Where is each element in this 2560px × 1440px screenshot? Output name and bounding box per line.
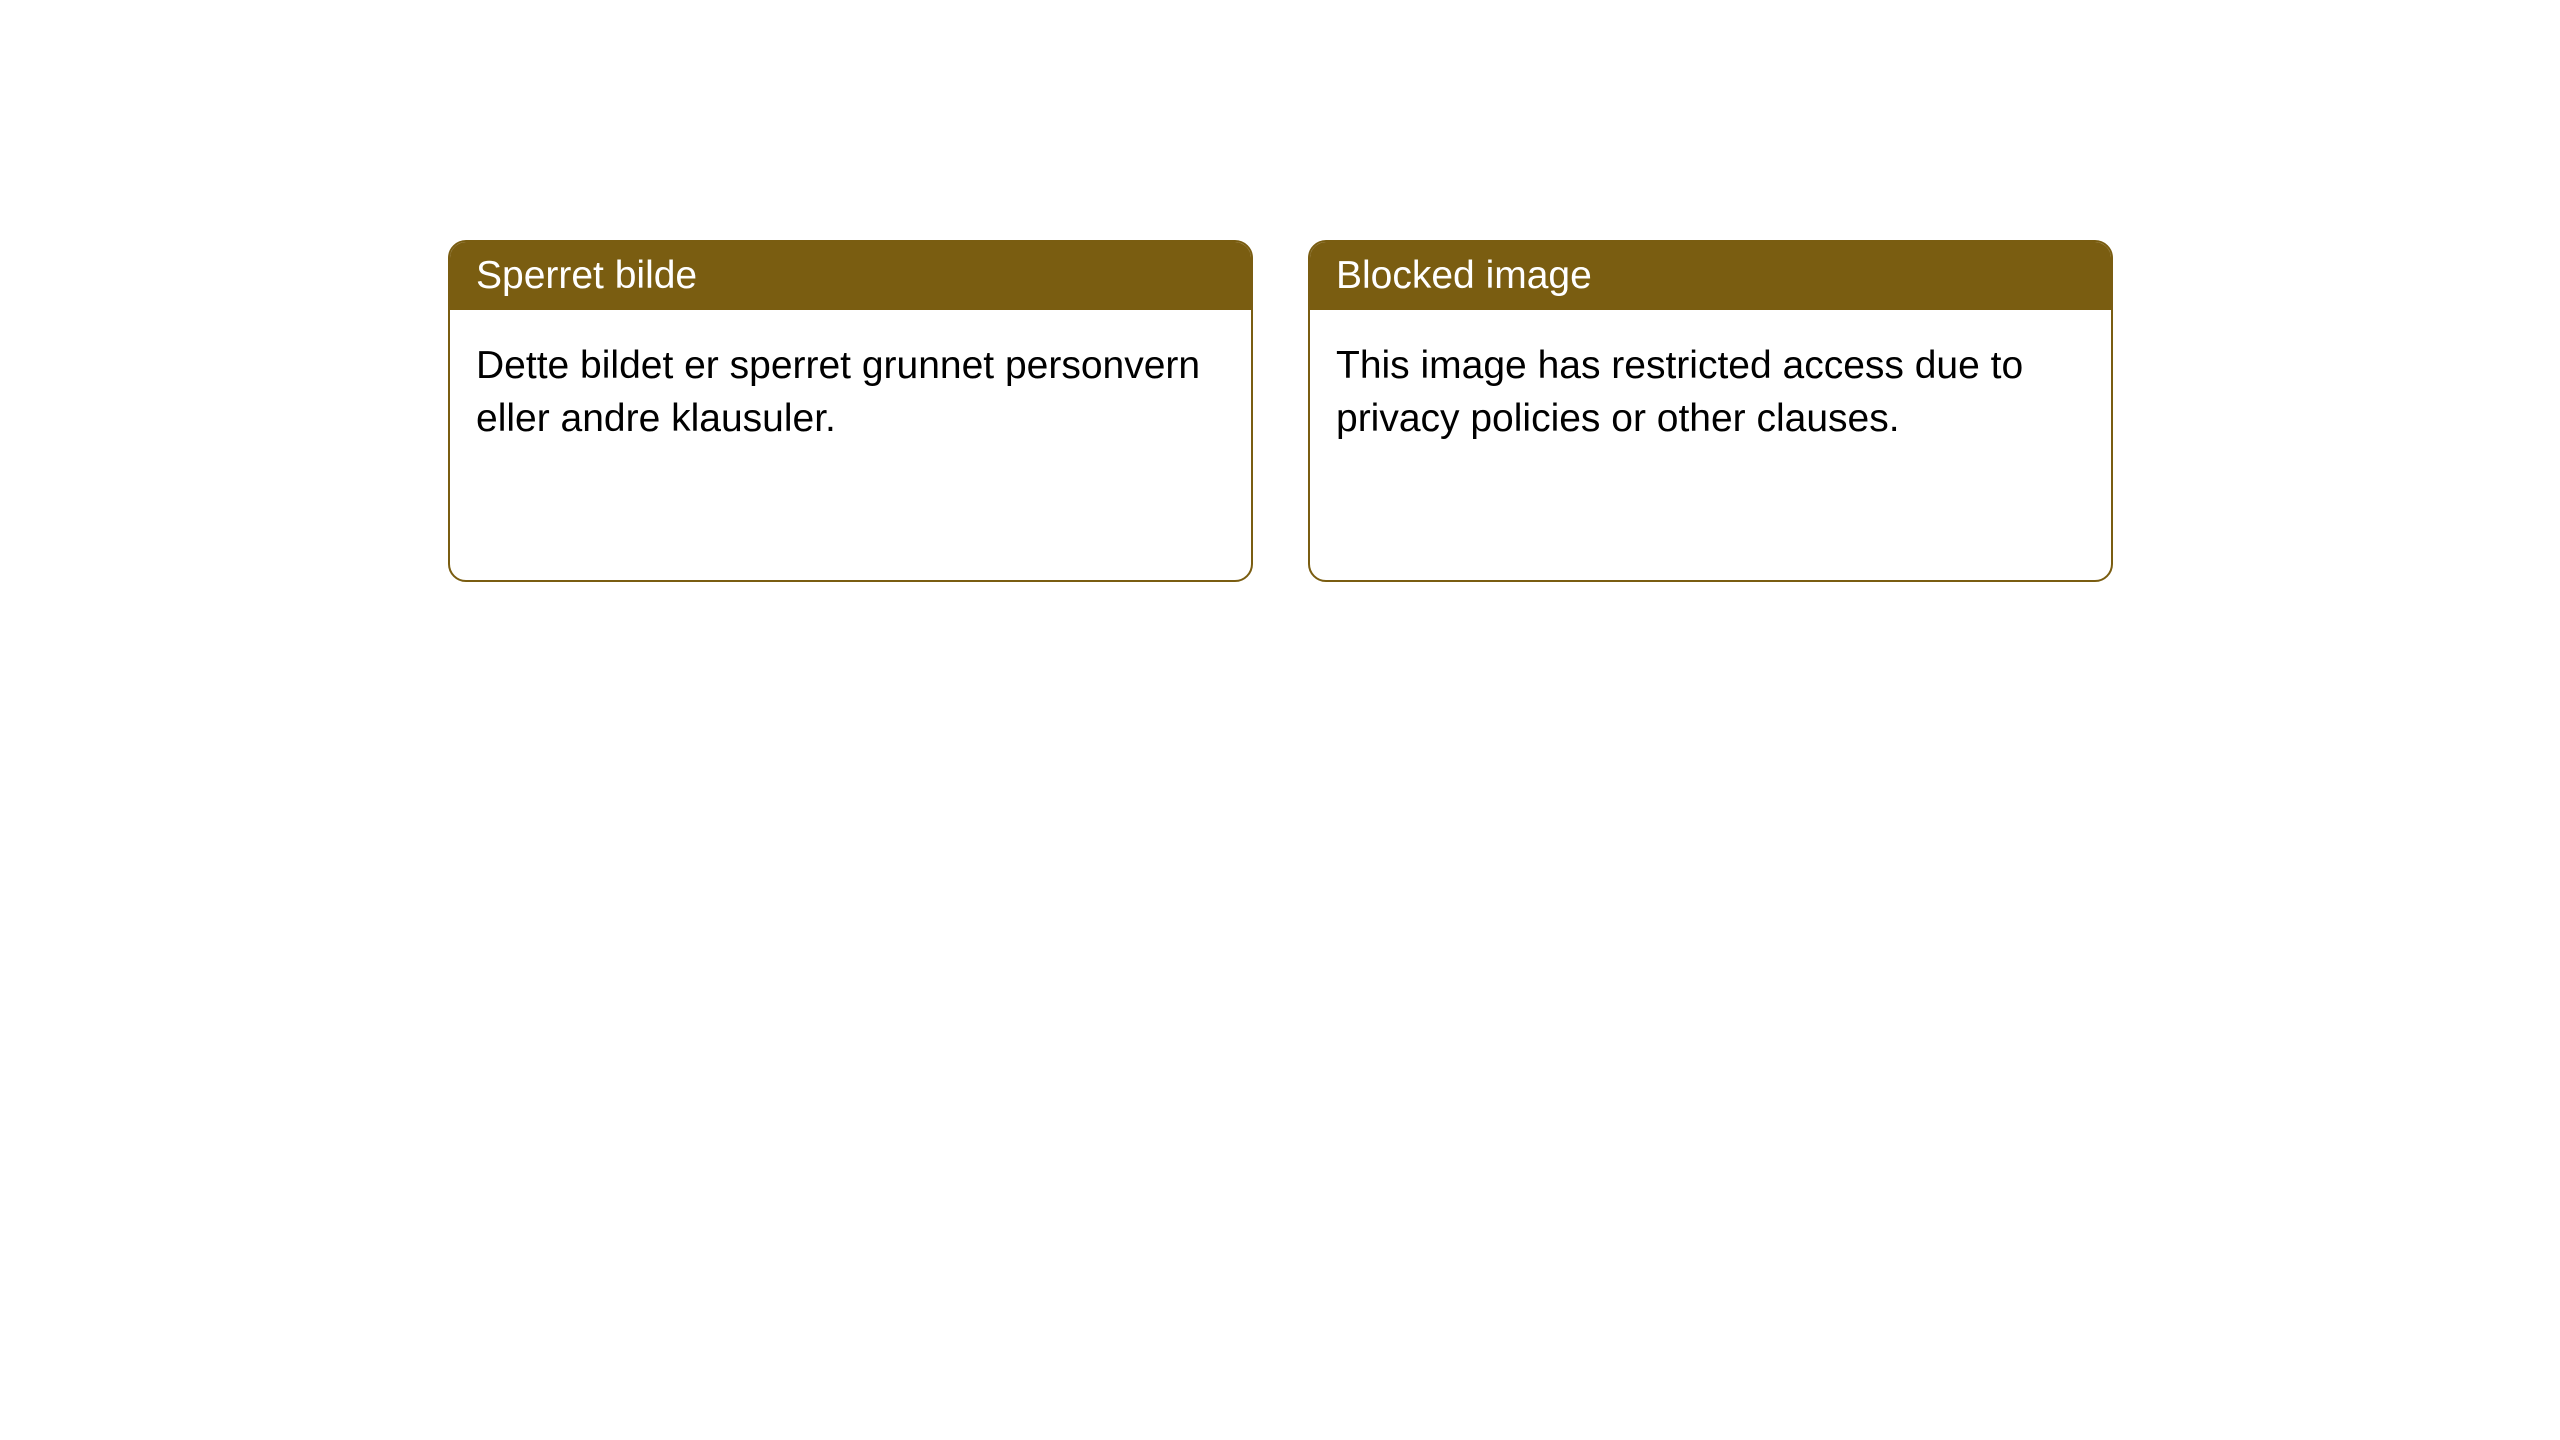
notice-title: Blocked image — [1310, 242, 2111, 310]
notice-body: This image has restricted access due to … — [1310, 310, 2111, 580]
notice-card-english: Blocked image This image has restricted … — [1308, 240, 2113, 582]
notice-title: Sperret bilde — [450, 242, 1251, 310]
notice-card-norwegian: Sperret bilde Dette bildet er sperret gr… — [448, 240, 1253, 582]
notice-body: Dette bildet er sperret grunnet personve… — [450, 310, 1251, 580]
notice-container: Sperret bilde Dette bildet er sperret gr… — [448, 240, 2113, 582]
